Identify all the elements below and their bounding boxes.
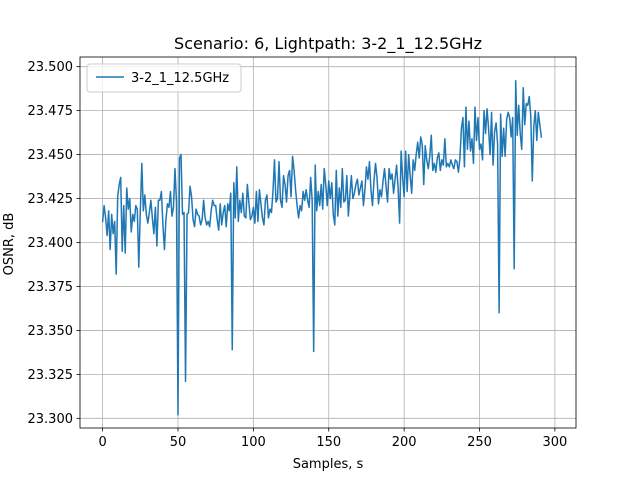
y-tick-label: 23.300 — [28, 412, 74, 427]
y-tick-label: 23.325 — [28, 368, 74, 383]
legend-label: 3-2_1_12.5GHz — [131, 71, 229, 86]
x-axis-label: Samples, s — [293, 457, 364, 472]
y-tick-label: 23.475 — [28, 104, 74, 119]
x-tick-label: 200 — [392, 435, 417, 450]
x-tick-label: 150 — [316, 435, 341, 450]
x-tick-label: 0 — [98, 435, 106, 450]
y-axis-ticks: 23.300 23.325 23.350 23.375 23.400 23.425 23.4… — [28, 60, 80, 427]
y-tick-label: 23.500 — [28, 60, 74, 75]
y-axis-label: OSNR, dB — [2, 213, 17, 276]
chart-title: Scenario: 6, Lightpath: 3-2_1_12.5GHz — [174, 34, 482, 54]
x-tick-label: 50 — [170, 435, 187, 450]
y-tick-label: 23.400 — [28, 236, 74, 251]
series-line-3-2_1_12.5GHz — [101, 79, 543, 416]
y-tick-label: 23.450 — [28, 148, 74, 163]
series-layer — [101, 79, 543, 416]
x-tick-label: 250 — [467, 435, 492, 450]
plot-area-frame — [79, 56, 577, 429]
legend-box — [86, 63, 242, 93]
legend: 3-2_1_12.5GHz — [86, 63, 242, 93]
x-tick-label: 300 — [542, 435, 567, 450]
x-axis-ticks: 0 50 100 150 200 250 300 — [98, 428, 567, 450]
y-tick-label: 23.425 — [28, 192, 74, 207]
x-tick-label: 100 — [241, 435, 266, 450]
y-tick-label: 23.375 — [28, 280, 74, 295]
y-tick-label: 23.350 — [28, 324, 74, 339]
